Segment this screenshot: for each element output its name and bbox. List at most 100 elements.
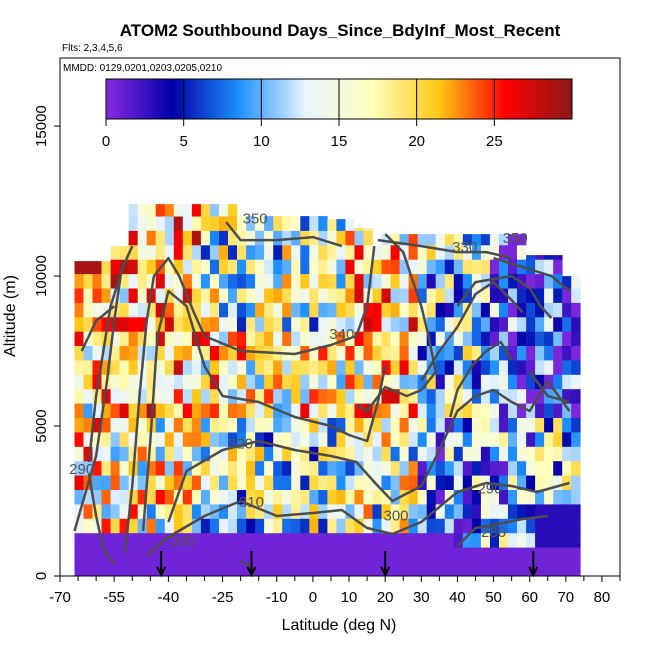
heatmap-cell	[471, 432, 482, 447]
heatmap-cell	[399, 561, 409, 576]
heatmap-cell	[336, 432, 346, 447]
heatmap-cell	[282, 547, 292, 562]
heatmap-cell	[408, 288, 418, 303]
heatmap-cell	[273, 518, 283, 534]
heatmap-cell	[372, 518, 382, 534]
heatmap-cell	[191, 417, 202, 433]
heatmap-cell	[309, 532, 319, 548]
heatmap-cell	[526, 374, 536, 390]
heatmap-cell	[336, 316, 346, 332]
heatmap-cell	[535, 489, 545, 505]
heatmap-cell	[462, 489, 473, 505]
heatmap-cell	[535, 255, 545, 260]
heatmap-cell	[101, 360, 111, 375]
heatmap-cell	[544, 518, 554, 534]
heatmap-cell	[363, 489, 373, 505]
heatmap-cell	[480, 374, 491, 390]
heatmap-cell	[191, 288, 202, 303]
heatmap-cell	[228, 244, 238, 260]
heatmap-cell	[489, 446, 500, 462]
heatmap-cell	[246, 216, 256, 231]
heatmap-cell	[273, 316, 283, 332]
heatmap-cell	[553, 259, 563, 275]
heatmap-cell	[345, 518, 355, 534]
heatmap-cell	[173, 331, 184, 346]
heatmap-cell	[363, 228, 373, 231]
heatmap-cell	[155, 417, 166, 433]
heatmap-cell	[480, 504, 491, 519]
heatmap-cell	[92, 345, 102, 361]
heatmap-cell	[146, 475, 157, 490]
heatmap-cell	[471, 403, 482, 418]
heatmap-cell	[399, 360, 409, 375]
heatmap-cell	[435, 374, 446, 390]
heatmap-cell	[408, 432, 418, 447]
heatmap-cell	[92, 460, 102, 476]
heatmap-cell	[146, 504, 157, 519]
heatmap-cell	[327, 547, 337, 562]
heatmap-cell	[453, 518, 464, 534]
heatmap-cell	[246, 417, 256, 433]
heatmap-cell	[137, 561, 148, 576]
heatmap-cell	[345, 446, 355, 462]
heatmap-cell	[128, 230, 138, 246]
colorbar-tick-label: 5	[179, 133, 187, 150]
heatmap-cell	[508, 316, 518, 332]
heatmap-cell	[128, 504, 138, 519]
heatmap-cell	[354, 532, 364, 548]
heatmap-cell	[182, 547, 193, 562]
heatmap-cell	[155, 374, 166, 390]
heatmap-cell	[417, 432, 428, 447]
heatmap-cell	[191, 518, 202, 534]
heatmap-cell	[480, 446, 491, 462]
heatmap-cell	[535, 518, 545, 534]
heatmap-cell	[110, 403, 120, 418]
heatmap-cell	[182, 204, 193, 217]
heatmap-cell	[164, 302, 175, 318]
heatmap-cell	[526, 460, 536, 476]
heatmap-cell	[273, 388, 283, 404]
heatmap-cell	[381, 489, 391, 505]
heatmap-cell	[544, 417, 554, 433]
heatmap-cell	[291, 460, 301, 476]
heatmap-cell	[517, 532, 527, 548]
heatmap-cell	[417, 561, 428, 576]
heatmap-cell	[246, 489, 256, 505]
heatmap-cell	[571, 561, 581, 576]
heatmap-cell	[336, 345, 346, 361]
heatmap-cell	[273, 259, 283, 275]
heatmap-cell	[508, 244, 518, 260]
heatmap-cell	[517, 288, 527, 303]
heatmap-cell	[408, 316, 418, 332]
heatmap-cell	[417, 446, 428, 462]
heatmap-cell	[200, 331, 211, 346]
heatmap-cell	[553, 331, 563, 346]
heatmap-cell	[535, 259, 545, 275]
heatmap-cell	[282, 230, 292, 246]
heatmap-cell	[381, 460, 391, 476]
heatmap-cell	[499, 504, 509, 519]
heatmap-cell	[228, 331, 238, 346]
heatmap-cell	[471, 259, 482, 275]
heatmap-cell	[354, 302, 364, 318]
heatmap-cell	[526, 345, 536, 361]
heatmap-cell	[562, 388, 572, 404]
date-marker-arrowhead	[156, 566, 167, 578]
heatmap-cell	[489, 432, 500, 447]
heatmap-cell	[336, 446, 346, 462]
heatmap-cell	[74, 417, 84, 433]
heatmap-cell	[544, 273, 554, 289]
heatmap-cell	[191, 561, 202, 576]
heatmap-cell	[246, 302, 256, 318]
heatmap-cell	[426, 532, 437, 548]
heatmap-cell	[354, 518, 364, 534]
heatmap-cell	[264, 360, 274, 375]
colorbar-tick-label: 10	[253, 133, 270, 150]
heatmap-cell	[399, 234, 409, 246]
heatmap-cell	[354, 360, 364, 375]
heatmap-cell	[110, 316, 120, 332]
heatmap-cell	[453, 288, 464, 303]
heatmap-cell	[562, 345, 572, 361]
contour-line	[456, 274, 553, 319]
heatmap-cell	[345, 532, 355, 548]
